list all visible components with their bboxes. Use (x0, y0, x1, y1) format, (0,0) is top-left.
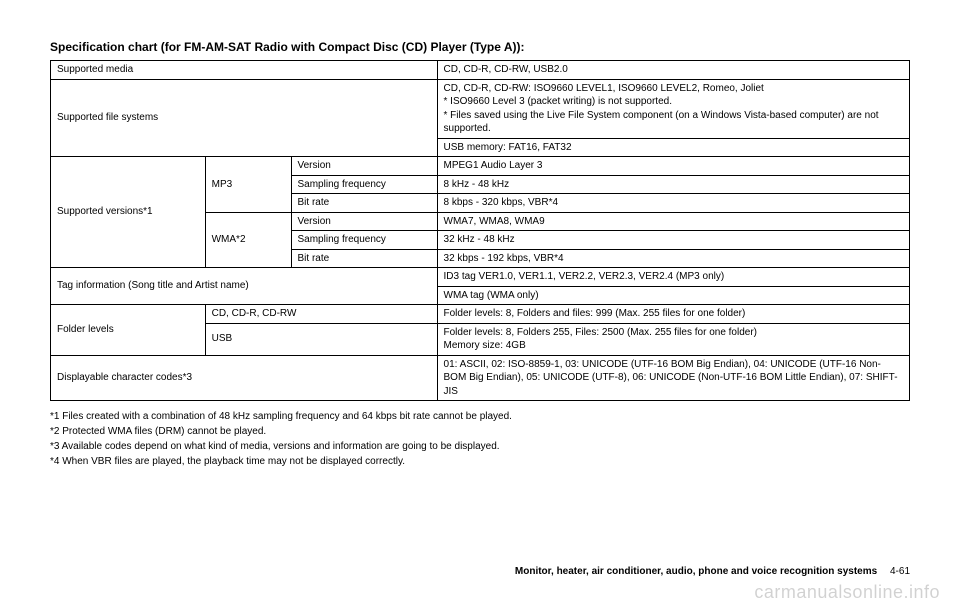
cell-key: Sampling frequency (291, 231, 437, 250)
footer-page: 4-61 (890, 566, 910, 577)
footnote: *4 When VBR files are played, the playba… (50, 456, 910, 467)
cell-value: 32 kHz - 48 kHz (437, 231, 909, 250)
cell-value: 8 kHz - 48 kHz (437, 175, 909, 194)
row-tag-1: Tag information (Song title and Artist n… (51, 268, 910, 287)
cell-value: Folder levels: 8, Folders 255, Files: 25… (437, 323, 909, 355)
row-mp3-version: Supported versions*1 MP3 Version MPEG1 A… (51, 157, 910, 176)
cell-key: Bit rate (291, 194, 437, 213)
cell-value: WMA7, WMA8, WMA9 (437, 212, 909, 231)
footnotes: *1 Files created with a combination of 4… (50, 411, 910, 467)
cell-key: Bit rate (291, 249, 437, 268)
row-codes: Displayable character codes*3 01: ASCII,… (51, 355, 910, 401)
cell-sub: MP3 (205, 157, 291, 213)
cell-sub: WMA*2 (205, 212, 291, 268)
watermark: carmanualsonline.info (754, 582, 940, 603)
cell-label: Tag information (Song title and Artist n… (51, 268, 438, 305)
cell-key: CD, CD-R, CD-RW (205, 305, 437, 324)
cell-value: MPEG1 Audio Layer 3 (437, 157, 909, 176)
cell-value: Folder levels: 8, Folders and files: 999… (437, 305, 909, 324)
row-supported-fs-1: Supported file systems CD, CD-R, CD-RW: … (51, 79, 910, 138)
footnote: *2 Protected WMA files (DRM) cannot be p… (50, 426, 910, 437)
row-supported-media: Supported media CD, CD-R, CD-RW, USB2.0 (51, 61, 910, 80)
cell-value: USB memory: FAT16, FAT32 (437, 138, 909, 157)
cell-value: 8 kbps - 320 kbps, VBR*4 (437, 194, 909, 213)
cell-value: 32 kbps - 192 kbps, VBR*4 (437, 249, 909, 268)
cell-label: Supported file systems (51, 79, 438, 157)
footer-section: Monitor, heater, air conditioner, audio,… (515, 566, 877, 577)
cell-label: Supported media (51, 61, 438, 80)
cell-value: CD, CD-R, CD-RW, USB2.0 (437, 61, 909, 80)
footnote: *1 Files created with a combination of 4… (50, 411, 910, 422)
cell-key: Version (291, 157, 437, 176)
cell-value: CD, CD-R, CD-RW: ISO9660 LEVEL1, ISO9660… (437, 79, 909, 138)
cell-key: USB (205, 323, 437, 355)
spec-table: Supported media CD, CD-R, CD-RW, USB2.0 … (50, 60, 910, 401)
cell-key: Sampling frequency (291, 175, 437, 194)
row-folder-cd: Folder levels CD, CD-R, CD-RW Folder lev… (51, 305, 910, 324)
cell-label: Folder levels (51, 305, 206, 356)
cell-label: Displayable character codes*3 (51, 355, 438, 401)
footnote: *3 Available codes depend on what kind o… (50, 441, 910, 452)
cell-value: WMA tag (WMA only) (437, 286, 909, 305)
cell-value: 01: ASCII, 02: ISO-8859-1, 03: UNICODE (… (437, 355, 909, 401)
cell-value: ID3 tag VER1.0, VER1.1, VER2.2, VER2.3, … (437, 268, 909, 287)
spec-chart-title: Specification chart (for FM-AM-SAT Radio… (50, 40, 910, 54)
page-footer: Monitor, heater, air conditioner, audio,… (515, 566, 910, 577)
page-content: Specification chart (for FM-AM-SAT Radio… (0, 0, 960, 491)
cell-label: Supported versions*1 (51, 157, 206, 268)
cell-key: Version (291, 212, 437, 231)
